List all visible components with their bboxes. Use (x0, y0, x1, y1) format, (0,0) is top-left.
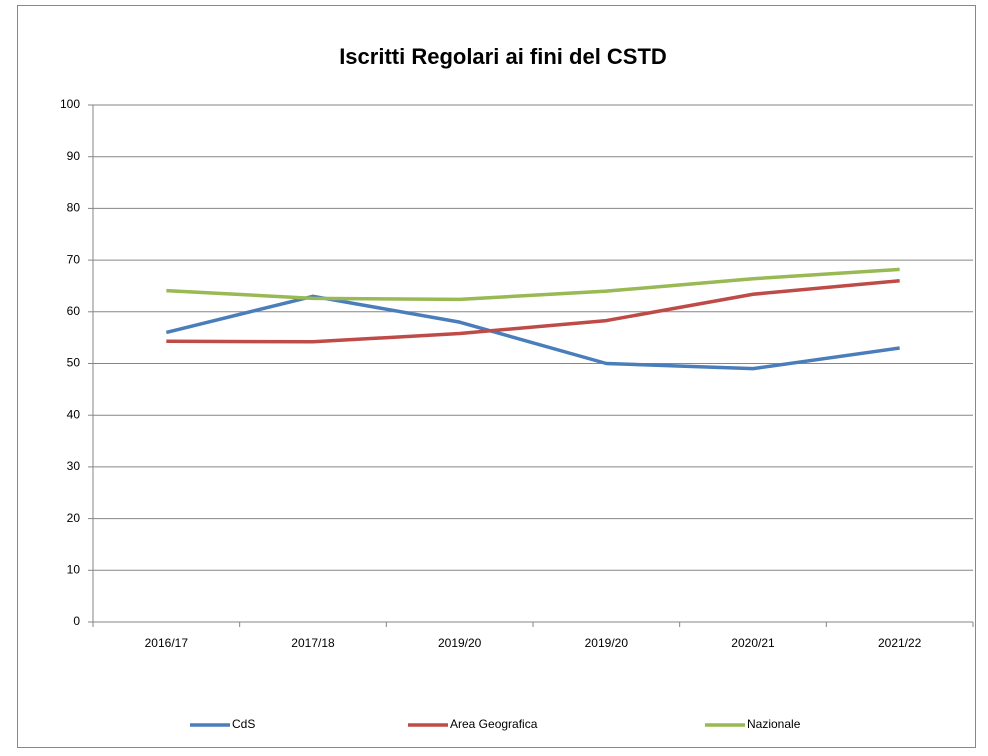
x-tick-label: 2020/21 (731, 636, 775, 650)
y-tick-label: 80 (67, 201, 81, 215)
y-tick-label: 90 (67, 149, 81, 163)
y-tick-label: 10 (67, 562, 81, 576)
x-tick-label: 2019/20 (585, 636, 629, 650)
chart-border (17, 5, 976, 748)
y-tick-label: 70 (67, 252, 81, 266)
x-tick-label: 2017/18 (291, 636, 335, 650)
series-line (165, 294, 900, 371)
series-line (166, 279, 900, 344)
legend-label: Nazionale (747, 717, 801, 731)
chart-title: Iscritti Regolari ai fini del CSTD (339, 44, 667, 69)
y-tick-label: 0 (73, 614, 80, 628)
x-tick-label: 2021/22 (878, 636, 922, 650)
y-tick-label: 60 (67, 304, 81, 318)
series-line (166, 267, 900, 302)
x-tick-label: 2016/17 (145, 636, 189, 650)
x-tick-label: 2019/20 (438, 636, 482, 650)
y-tick-label: 50 (67, 356, 81, 370)
legend-label: Area Geografica (450, 717, 538, 731)
y-tick-label: 20 (67, 511, 81, 525)
y-tick-label: 30 (67, 459, 81, 473)
legend-label: CdS (232, 717, 255, 731)
y-tick-label: 100 (60, 97, 80, 111)
y-tick-label: 40 (67, 407, 81, 421)
